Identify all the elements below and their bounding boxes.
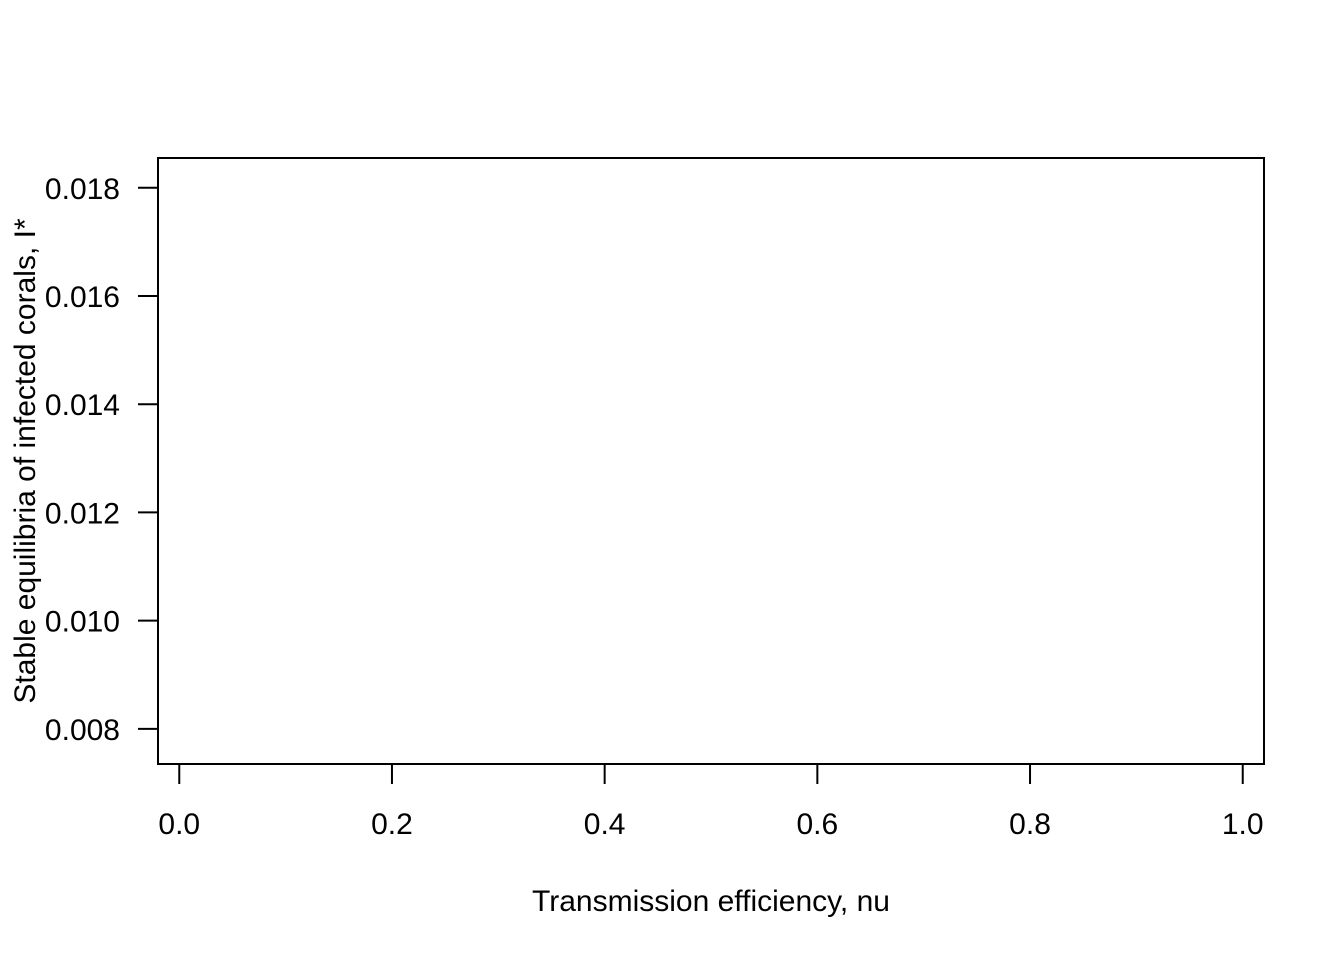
x-axis: 0.0 0.2 0.4 0.6 0.8 1.0	[158, 763, 1264, 841]
x-tick-label: 0.4	[584, 808, 626, 841]
x-tick-label: 1.0	[1222, 808, 1264, 841]
y-tick-label: 0.008	[45, 714, 120, 747]
x-axis-label: Transmission efficiency, nu	[532, 885, 890, 918]
x-tick-label: 0.6	[796, 808, 838, 841]
x-tick-label: 0.2	[371, 808, 413, 841]
y-axis-label: Stable equilibria of infected corals, I*	[9, 218, 42, 704]
y-tick-label: 0.016	[45, 281, 120, 314]
plot-frame	[157, 157, 1265, 765]
y-axis: 0.008 0.010 0.012 0.014 0.016 0.018	[45, 173, 159, 747]
x-tick-label: 0.0	[158, 808, 200, 841]
y-tick-label: 0.012	[45, 497, 120, 530]
y-tick-label: 0.014	[45, 389, 120, 422]
y-tick-label: 0.010	[45, 606, 120, 639]
y-tick-label: 0.018	[45, 173, 120, 206]
x-tick-label: 0.8	[1009, 808, 1051, 841]
